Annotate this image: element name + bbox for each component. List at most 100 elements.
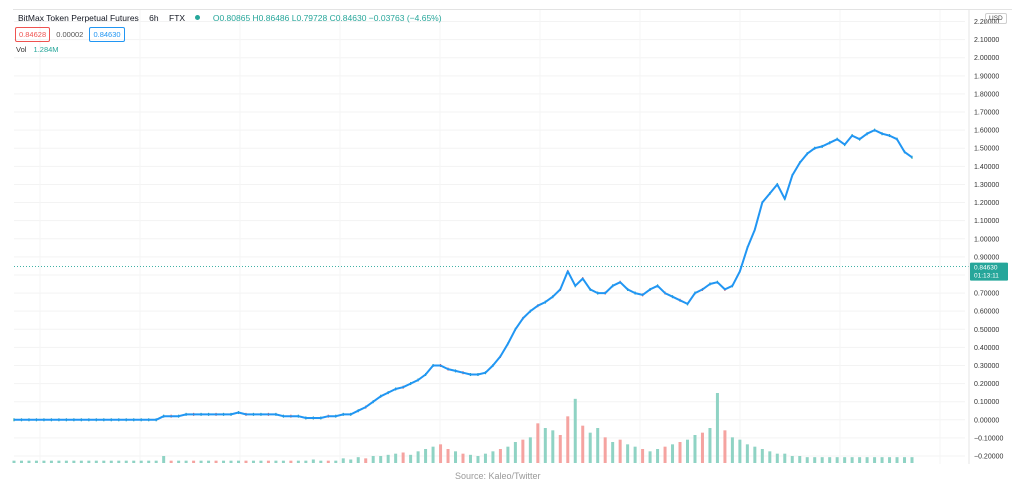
volume-bar [483, 453, 487, 463]
volume-bar [566, 416, 570, 463]
volume-bar [865, 457, 869, 463]
volume-bar [229, 460, 233, 463]
volume-bar [528, 437, 532, 463]
volume-bar [700, 432, 704, 463]
volume-bar [259, 460, 263, 463]
source-caption: Source: Kaleo/Twitter [455, 471, 541, 481]
volume-bar [558, 435, 562, 463]
volume-bar [596, 428, 600, 463]
volume-bar [109, 460, 113, 463]
volume-bar [34, 460, 38, 463]
currency-badge[interactable]: USD [985, 13, 1007, 24]
volume-bar [319, 460, 323, 463]
volume-bar [139, 460, 143, 463]
volume-bar [903, 457, 907, 463]
y-tick-label: 0.20000 [974, 381, 999, 388]
symbol-name[interactable]: BitMax Token Perpetual Futures [18, 12, 139, 23]
volume-bar [641, 449, 645, 463]
volume-bar [386, 454, 390, 463]
volume-bar [326, 460, 330, 463]
volume-bar [416, 451, 420, 463]
y-tick-label: 2.00000 [974, 55, 999, 62]
volume-bar [768, 451, 772, 463]
market-status-dot [195, 15, 201, 21]
volume-bars [12, 393, 914, 463]
volume-bar [536, 423, 540, 463]
buy-price-button[interactable]: 0.84630 [89, 27, 125, 42]
volume-bar [910, 457, 914, 463]
volume-bar [87, 460, 91, 463]
volume-bar [723, 430, 727, 463]
y-tick-label: 2.20000 [974, 19, 999, 26]
volume-bar [356, 457, 360, 463]
volume-bar [753, 446, 757, 463]
volume-bar [274, 460, 278, 463]
volume-bar [730, 437, 734, 463]
y-tick-label: 1.60000 [974, 128, 999, 135]
volume-bar [521, 439, 525, 463]
volume-bar [192, 460, 196, 463]
y-tick-label: 1.20000 [974, 200, 999, 207]
sell-price-button[interactable]: 0.84628 [15, 27, 51, 42]
volume-bar [169, 460, 173, 463]
volume-bar [626, 444, 630, 463]
volume-bar [790, 456, 794, 463]
volume-bar [154, 460, 158, 463]
current-price-badge [970, 262, 1008, 281]
volume-bar [513, 442, 517, 463]
volume-legend: Vol 1.284M [16, 45, 59, 54]
y-tick-label: 1.90000 [974, 73, 999, 80]
volume-bar [124, 460, 128, 463]
volume-bar [611, 442, 615, 463]
y-tick-label: 2.10000 [974, 37, 999, 44]
volume-bar [828, 457, 832, 463]
y-tick-label: 0.10000 [974, 399, 999, 406]
volume-bar [12, 460, 16, 463]
volume-bar [199, 460, 203, 463]
chart-legend: BitMax Token Perpetual Futures 6h FTX O0… [18, 12, 442, 23]
volume-bar [678, 442, 682, 463]
volume-bar [341, 458, 345, 463]
y-tick-label: 1.40000 [974, 164, 999, 171]
volume-bar [222, 460, 226, 463]
bar-countdown: 01:13:11 [974, 273, 999, 280]
volume-bar [19, 460, 23, 463]
y-tick-label: 1.30000 [974, 182, 999, 189]
y-tick-label: 1.80000 [974, 91, 999, 98]
volume-bar [588, 432, 592, 463]
volume-bar [671, 444, 675, 463]
volume-bar [117, 460, 121, 463]
volume-bar [708, 428, 712, 463]
volume-bar [289, 460, 293, 463]
volume-bar [184, 460, 188, 463]
price-line-group [13, 128, 913, 422]
volume-bar [446, 449, 450, 463]
volume-label: Vol [16, 45, 27, 54]
volume-bar [296, 460, 300, 463]
volume-bar [873, 457, 877, 463]
volume-bar [843, 457, 847, 463]
y-tick-label: 0.90000 [974, 254, 999, 261]
y-tick-label: 0.60000 [974, 309, 999, 316]
ohlc-values: O0.80865 H0.86486 L0.79728 C0.84630 −0.0… [212, 12, 442, 23]
current-price-value: 0.84630 [974, 265, 998, 272]
volume-bar [304, 460, 308, 463]
volume-bar [431, 446, 435, 463]
volume-bar [895, 457, 899, 463]
volume-bar [573, 398, 577, 463]
volume-bar [64, 460, 68, 463]
bid-ask-box: 0.84628 0.00002 0.84630 [15, 27, 125, 42]
volume-bar [132, 460, 136, 463]
y-tick-label: 0.40000 [974, 345, 999, 352]
y-tick-label: 0.50000 [974, 327, 999, 334]
volume-bar [498, 449, 502, 463]
volume-bar [207, 460, 211, 463]
volume-bar [850, 457, 854, 463]
volume-bar [147, 460, 151, 463]
timeframe-label[interactable]: 6h [149, 12, 159, 23]
volume-bar [311, 459, 315, 463]
volume-bar [214, 460, 218, 463]
volume-bar [237, 460, 240, 463]
y-tick-label: 1.70000 [974, 110, 999, 117]
